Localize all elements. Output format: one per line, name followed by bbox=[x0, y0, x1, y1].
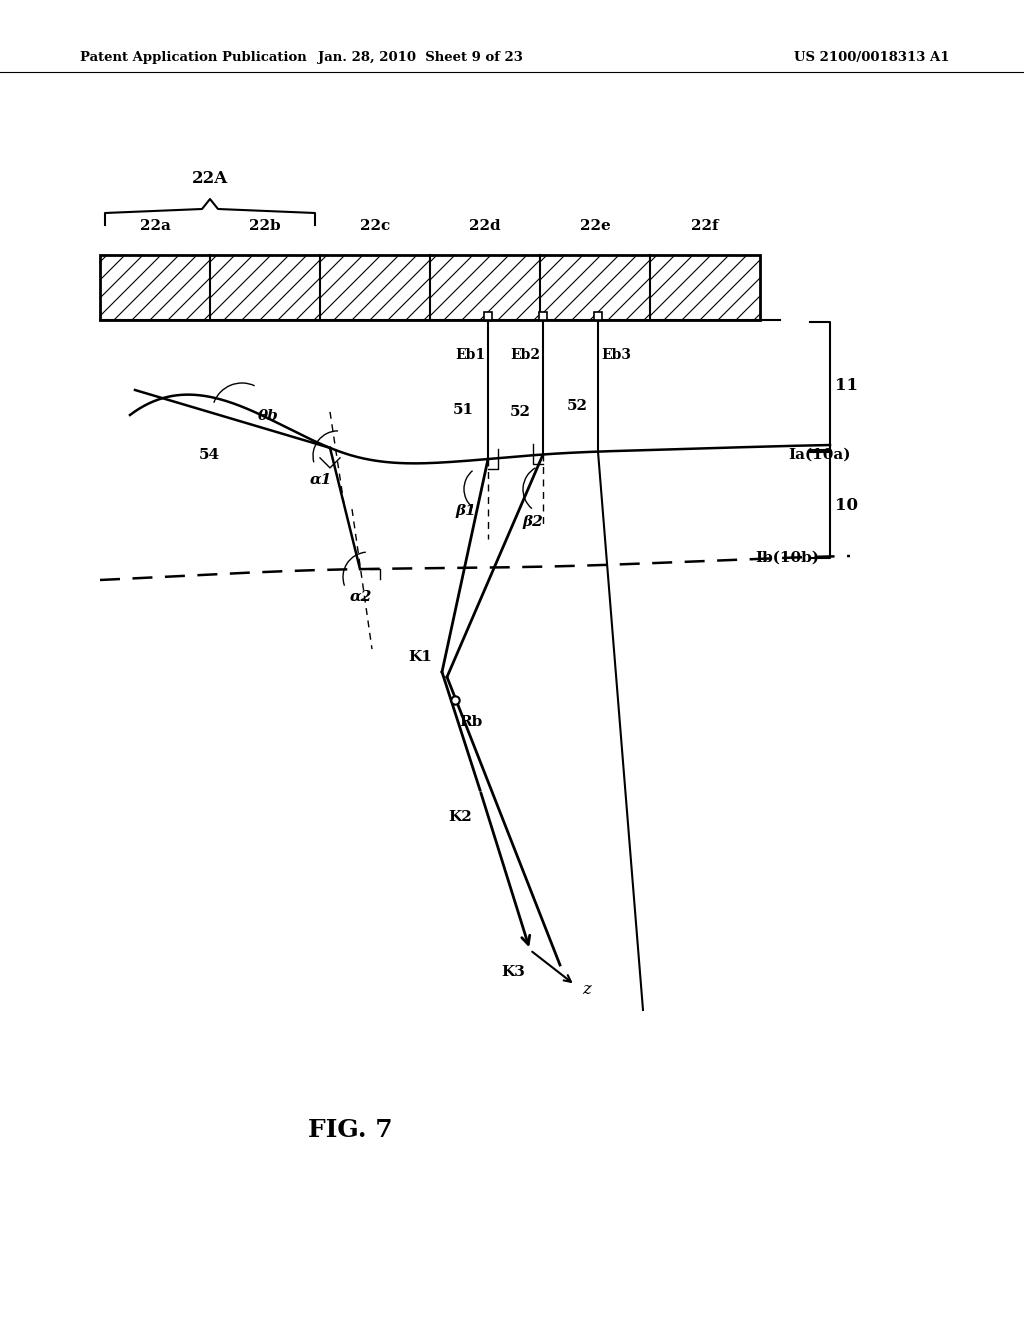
Text: Rb: Rb bbox=[459, 715, 482, 729]
Text: Jan. 28, 2010  Sheet 9 of 23: Jan. 28, 2010 Sheet 9 of 23 bbox=[317, 51, 522, 65]
Text: K2: K2 bbox=[449, 810, 472, 824]
Text: Eb2: Eb2 bbox=[510, 348, 540, 362]
Text: θb: θb bbox=[258, 409, 279, 422]
Text: US 2100/0018313 A1: US 2100/0018313 A1 bbox=[795, 51, 950, 65]
Text: 22c: 22c bbox=[359, 219, 390, 234]
Text: 22A: 22A bbox=[191, 170, 228, 187]
Text: Ia(10a): Ia(10a) bbox=[788, 447, 851, 462]
Text: Patent Application Publication: Patent Application Publication bbox=[80, 51, 307, 65]
Text: 10: 10 bbox=[835, 496, 858, 513]
Text: 52: 52 bbox=[567, 399, 588, 413]
Text: 22d: 22d bbox=[469, 219, 501, 234]
Text: β1: β1 bbox=[456, 504, 476, 517]
Bar bbox=[539, 312, 547, 319]
Bar bbox=[594, 312, 602, 319]
Text: β2: β2 bbox=[522, 516, 544, 529]
Bar bbox=[484, 312, 492, 319]
Text: K1: K1 bbox=[409, 649, 432, 664]
Text: Ib(10b): Ib(10b) bbox=[755, 550, 819, 565]
Text: α1: α1 bbox=[310, 473, 333, 487]
Text: 22f: 22f bbox=[691, 219, 719, 234]
Text: 52: 52 bbox=[510, 405, 531, 420]
Text: 54: 54 bbox=[199, 447, 220, 462]
Text: α2: α2 bbox=[350, 590, 373, 605]
Text: 11: 11 bbox=[835, 378, 858, 395]
Text: Eb3: Eb3 bbox=[601, 348, 631, 362]
Text: z: z bbox=[582, 982, 591, 998]
Text: 22b: 22b bbox=[249, 219, 281, 234]
Text: 51: 51 bbox=[453, 403, 474, 417]
Text: Eb1: Eb1 bbox=[455, 348, 485, 362]
Bar bbox=[100, 255, 760, 319]
Text: 22a: 22a bbox=[139, 219, 170, 234]
Text: 22e: 22e bbox=[580, 219, 610, 234]
Text: FIG. 7: FIG. 7 bbox=[307, 1118, 392, 1142]
Bar bbox=[100, 255, 760, 319]
Text: K3: K3 bbox=[501, 965, 525, 979]
